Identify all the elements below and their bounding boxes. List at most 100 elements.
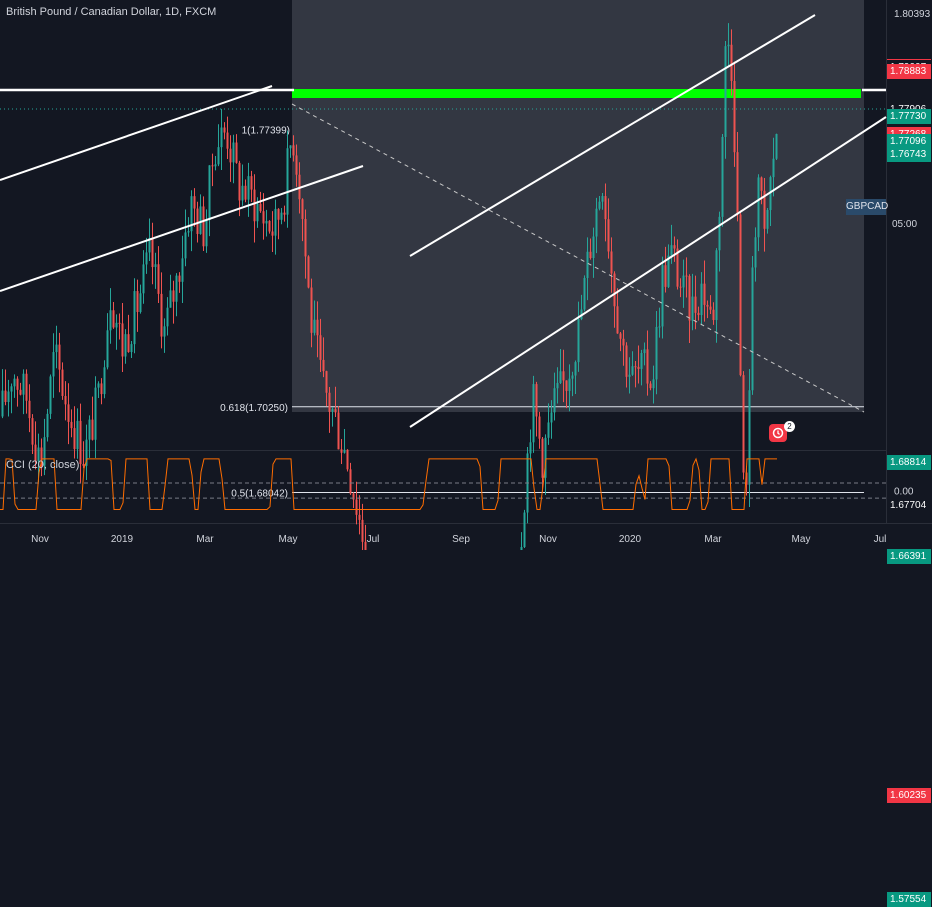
- candle-body: [523, 512, 526, 548]
- candle-body: [643, 349, 646, 354]
- candle-body: [205, 220, 208, 247]
- cci-line: [0, 457, 777, 510]
- candle-body: [22, 373, 25, 395]
- candle-body: [118, 322, 121, 324]
- candle-body: [562, 371, 565, 381]
- candle-body: [709, 306, 712, 310]
- candle-body: [130, 344, 133, 353]
- candle-body: [247, 176, 250, 200]
- candle-body: [70, 421, 73, 429]
- candle-body: [619, 333, 622, 339]
- candle-body: [616, 306, 619, 334]
- candle-body: [37, 447, 40, 461]
- candle-body: [214, 164, 217, 167]
- candle-body: [751, 267, 754, 391]
- candle-body: [520, 547, 523, 550]
- candle-body: [574, 362, 577, 376]
- candle-body: [592, 236, 595, 259]
- candle-body: [685, 275, 688, 277]
- candle-body: [154, 264, 157, 268]
- candle-body: [28, 400, 31, 419]
- candle-body: [163, 326, 166, 337]
- upper-channel-line-2020: [409, 14, 816, 257]
- candle-body: [727, 44, 730, 47]
- candle-body: [7, 391, 10, 403]
- candle-body: [103, 367, 106, 395]
- candle-body: [730, 44, 733, 81]
- candle-body: [190, 196, 193, 232]
- time-tick-label: 2019: [111, 534, 134, 545]
- candle-body: [571, 375, 574, 379]
- candle-body: [589, 251, 592, 259]
- candle-body: [193, 196, 196, 209]
- candle-body: [106, 330, 109, 368]
- candle-body: [13, 378, 16, 387]
- candle-body: [742, 375, 745, 473]
- candle-body: [361, 519, 364, 542]
- candles: [1, 23, 778, 550]
- candle-body: [151, 237, 154, 268]
- candle-body: [109, 310, 112, 331]
- candle-body: [307, 256, 310, 288]
- candle-body: [664, 265, 667, 287]
- candle-body: [760, 177, 763, 191]
- candle-body: [10, 386, 13, 392]
- candle-body: [265, 220, 268, 224]
- candle-body: [268, 220, 271, 232]
- symbol-badge: GBPCAD: [846, 199, 888, 215]
- candle-body: [559, 371, 562, 383]
- candle-body: [85, 439, 88, 466]
- alert-icon[interactable]: [769, 424, 787, 442]
- candle-body: [301, 199, 304, 220]
- price-tag: 1.60235: [887, 787, 931, 803]
- candle-body: [175, 275, 178, 302]
- candle-body: [319, 335, 322, 360]
- candle-body: [565, 380, 568, 391]
- time-tick-label: Nov: [539, 534, 557, 545]
- candle-body: [706, 304, 709, 307]
- candle-body: [583, 277, 586, 310]
- candle-body: [625, 345, 628, 377]
- candle-body: [553, 388, 556, 413]
- candle-body: [262, 211, 265, 224]
- candle-body: [31, 418, 34, 445]
- candle-body: [670, 245, 673, 256]
- candle-body: [235, 142, 238, 163]
- candle-body: [640, 353, 643, 369]
- candle-body: [544, 437, 547, 478]
- candle-body: [697, 312, 700, 316]
- bar-countdown: 05:00: [887, 217, 931, 232]
- candle-body: [682, 275, 685, 288]
- candle-body: [289, 145, 292, 149]
- candle-body: [97, 383, 100, 388]
- candle-body: [733, 80, 736, 153]
- time-tick-label: Jul: [367, 534, 380, 545]
- candle-body: [133, 291, 136, 345]
- lower-channel-line-2020: [409, 116, 887, 428]
- candle-body: [61, 369, 64, 396]
- candle-body: [100, 383, 103, 395]
- candle-body: [160, 293, 163, 337]
- candle-body: [124, 334, 127, 357]
- candle-body: [358, 514, 361, 520]
- candle-body: [16, 378, 19, 390]
- candle-body: [58, 344, 61, 370]
- candle-body: [343, 449, 346, 453]
- fib-level-label: 1(1.77399): [242, 125, 290, 136]
- candle-body: [772, 158, 775, 178]
- candle-body: [715, 250, 718, 321]
- candle-body: [316, 319, 319, 336]
- candle-body: [112, 310, 115, 328]
- candle-body: [634, 366, 637, 368]
- candle-body: [586, 251, 589, 278]
- candle-body: [652, 379, 655, 389]
- price-chart[interactable]: 0.618(1.70250)0.5(1.68042)0.382(1.65833)…: [0, 0, 932, 550]
- candle-body: [328, 392, 331, 412]
- candle-body: [334, 409, 337, 413]
- candle-body: [721, 136, 724, 217]
- candle-body: [346, 449, 349, 470]
- time-tick-label: Mar: [196, 534, 214, 545]
- candle-body: [550, 412, 553, 423]
- candle-body: [244, 185, 247, 200]
